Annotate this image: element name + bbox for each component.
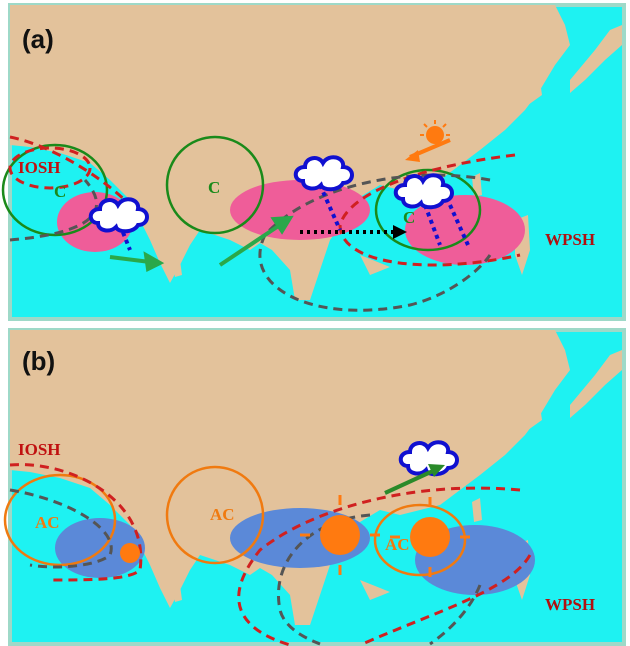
panel-label: (b)	[22, 346, 55, 376]
cloud	[401, 442, 457, 474]
panel-a: (a) C C C IOSH WPSH	[3, 5, 624, 319]
diagram: (a) C C C IOSH WPSH	[0, 0, 630, 646]
annotation: AC	[210, 505, 235, 524]
cloud	[91, 199, 147, 231]
annotation: AC	[385, 535, 410, 554]
panel-label: (a)	[22, 24, 54, 54]
cloud	[296, 157, 352, 189]
annotation: IOSH	[18, 158, 61, 177]
map	[10, 330, 624, 644]
annotation: WPSH	[545, 230, 595, 249]
annotation: WPSH	[545, 595, 595, 614]
annotation: AC	[35, 513, 60, 532]
cloud	[396, 175, 452, 207]
panel-b: (b) IOSH AC AC AC WPSH	[5, 330, 624, 645]
annotation: IOSH	[18, 440, 61, 459]
annotation: C	[403, 208, 415, 227]
annotation: C	[208, 178, 220, 197]
annotation: C	[54, 182, 66, 201]
